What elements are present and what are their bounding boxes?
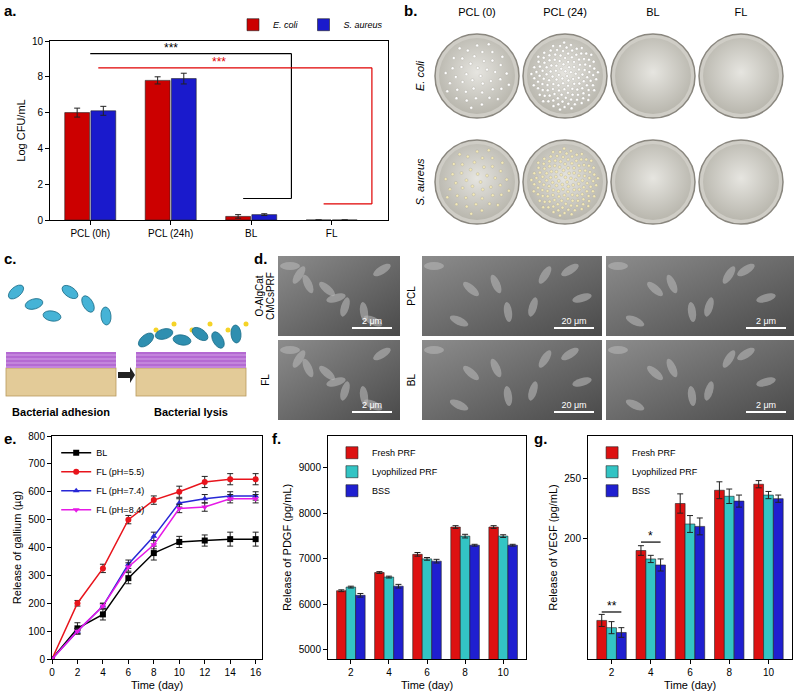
svg-text:FL (pH=7.4): FL (pH=7.4) — [96, 486, 144, 496]
svg-text:*: * — [648, 529, 653, 543]
svg-text:800: 800 — [28, 431, 45, 442]
svg-text:100: 100 — [28, 626, 45, 637]
svg-text:6: 6 — [424, 667, 430, 678]
svg-text:200: 200 — [564, 533, 581, 544]
svg-text:Time (day): Time (day) — [131, 679, 183, 691]
svg-text:4: 4 — [100, 667, 106, 678]
svg-text:PCL: PCL — [406, 286, 417, 306]
svg-text:S. aureus: S. aureus — [414, 158, 426, 206]
svg-text:2 μm: 2 μm — [756, 400, 776, 410]
svg-text:10: 10 — [32, 36, 44, 47]
svg-text:250: 250 — [564, 473, 581, 484]
svg-text:BSS: BSS — [632, 486, 650, 496]
svg-text:CMCsPRF: CMCsPRF — [265, 272, 276, 320]
svg-text:6: 6 — [126, 667, 132, 678]
svg-text:10: 10 — [763, 667, 775, 678]
html-text:e.: e. — [4, 430, 17, 447]
svg-text:20 μm: 20 μm — [561, 316, 586, 326]
svg-text:6: 6 — [687, 667, 693, 678]
html-text:b.: b. — [404, 2, 418, 19]
svg-text:**: ** — [607, 599, 617, 613]
svg-text:2 μm: 2 μm — [756, 316, 776, 326]
svg-text:PCL (0): PCL (0) — [458, 6, 496, 18]
svg-text:E. coli: E. coli — [414, 60, 426, 91]
svg-text:FL (pH=8.4): FL (pH=8.4) — [96, 505, 144, 515]
svg-text:FL (pH=5.5): FL (pH=5.5) — [96, 467, 144, 477]
html-text:f.: f. — [272, 430, 282, 447]
svg-text:BL: BL — [406, 373, 417, 386]
svg-text:0: 0 — [39, 654, 45, 665]
svg-text:Fresh PRF: Fresh PRF — [372, 448, 416, 458]
html-text:c.: c. — [4, 250, 17, 267]
svg-text:7000: 7000 — [299, 553, 322, 564]
svg-text:2 μm: 2 μm — [362, 400, 382, 410]
svg-text:6: 6 — [37, 107, 43, 118]
svg-text:6000: 6000 — [299, 599, 322, 610]
svg-text:9000: 9000 — [299, 462, 322, 473]
svg-text:Time (day): Time (day) — [664, 679, 716, 691]
svg-text:PCL (0h): PCL (0h) — [70, 228, 110, 239]
svg-text:Release of gallium (µg): Release of gallium (µg) — [11, 491, 23, 604]
svg-text:300: 300 — [28, 570, 45, 581]
svg-text:500: 500 — [28, 514, 45, 525]
svg-text:Bacterial adhesion: Bacterial adhesion — [12, 406, 110, 418]
svg-text:8: 8 — [462, 667, 468, 678]
svg-text:400: 400 — [28, 542, 45, 553]
svg-text:2: 2 — [348, 667, 354, 678]
svg-text:Lyophilized PRF: Lyophilized PRF — [372, 467, 438, 477]
svg-text:4: 4 — [37, 143, 43, 154]
svg-text:BL: BL — [245, 228, 258, 239]
svg-text:Log CFU/mL: Log CFU/mL — [15, 99, 27, 161]
svg-text:10: 10 — [498, 667, 510, 678]
svg-text:12: 12 — [199, 667, 211, 678]
svg-text:BL: BL — [646, 6, 659, 18]
html-text:a.: a. — [4, 2, 17, 19]
svg-text:Bacterial lysis: Bacterial lysis — [154, 406, 228, 418]
svg-text:***: *** — [212, 55, 226, 69]
svg-text:Lyophilized PRF: Lyophilized PRF — [632, 467, 698, 477]
svg-text:BL: BL — [96, 448, 107, 458]
svg-text:14: 14 — [225, 667, 237, 678]
svg-text:Release of PDGF (pg/mL): Release of PDGF (pg/mL) — [281, 484, 293, 611]
svg-text:O-AlgCat: O-AlgCat — [254, 275, 265, 316]
svg-text:BSS: BSS — [372, 486, 390, 496]
svg-text:8: 8 — [37, 71, 43, 82]
svg-text:16: 16 — [250, 667, 262, 678]
svg-text:Release of VEGF (pg/mL): Release of VEGF (pg/mL) — [547, 484, 559, 611]
svg-text:Time (day): Time (day) — [401, 679, 453, 691]
svg-text:8: 8 — [151, 667, 157, 678]
svg-text:600: 600 — [28, 486, 45, 497]
svg-text:10: 10 — [174, 667, 186, 678]
svg-text:2: 2 — [75, 667, 81, 678]
svg-text:FL: FL — [326, 228, 338, 239]
svg-text:FL: FL — [260, 374, 271, 386]
svg-text:4: 4 — [386, 667, 392, 678]
svg-text:2: 2 — [609, 667, 615, 678]
svg-text:Fresh PRF: Fresh PRF — [632, 448, 676, 458]
svg-text:8: 8 — [726, 667, 732, 678]
svg-text:8000: 8000 — [299, 508, 322, 519]
svg-text:FL: FL — [735, 6, 748, 18]
svg-text:700: 700 — [28, 458, 45, 469]
svg-text:2: 2 — [37, 179, 43, 190]
svg-text:2 μm: 2 μm — [362, 316, 382, 326]
svg-text:0: 0 — [49, 667, 55, 678]
html-text:g.: g. — [534, 430, 548, 447]
svg-text:***: *** — [164, 41, 178, 55]
svg-text:5000: 5000 — [299, 644, 322, 655]
svg-text:PCL (24): PCL (24) — [543, 6, 587, 18]
svg-text:200: 200 — [28, 598, 45, 609]
svg-text:20 μm: 20 μm — [561, 400, 586, 410]
svg-text:E. coli: E. coli — [273, 20, 299, 30]
svg-text:PCL (24h): PCL (24h) — [148, 228, 193, 239]
svg-text:0: 0 — [37, 215, 43, 226]
html-text:d.: d. — [254, 250, 268, 267]
svg-text:S. aureus: S. aureus — [344, 20, 383, 30]
svg-text:4: 4 — [648, 667, 654, 678]
